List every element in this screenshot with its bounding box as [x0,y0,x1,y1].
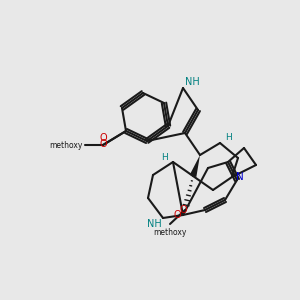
Text: O: O [179,205,187,215]
Text: N: N [236,172,244,182]
Text: methoxy: methoxy [153,228,187,237]
Text: H: H [226,134,232,142]
Polygon shape [190,155,200,177]
Text: O: O [173,210,181,220]
Text: O: O [99,139,107,149]
Text: NH: NH [184,77,200,87]
Text: methoxy: methoxy [50,140,83,149]
Text: NH: NH [147,219,161,229]
Text: O: O [99,133,107,143]
Text: H: H [162,152,168,161]
